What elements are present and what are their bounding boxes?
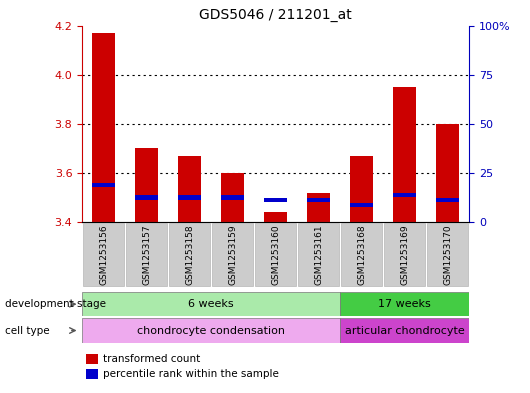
- Text: 6 weeks: 6 weeks: [188, 299, 234, 309]
- Bar: [135, 148, 158, 222]
- Bar: [264, 212, 287, 222]
- Text: GSM1253168: GSM1253168: [357, 224, 366, 285]
- FancyBboxPatch shape: [341, 223, 382, 286]
- FancyBboxPatch shape: [340, 318, 469, 343]
- Bar: [221, 195, 244, 200]
- Bar: [436, 124, 460, 222]
- Text: GSM1253158: GSM1253158: [185, 224, 194, 285]
- Bar: [178, 195, 201, 200]
- Bar: [350, 203, 374, 207]
- Text: 17 weeks: 17 weeks: [378, 299, 431, 309]
- FancyBboxPatch shape: [212, 223, 253, 286]
- FancyBboxPatch shape: [427, 223, 468, 286]
- Text: GSM1253157: GSM1253157: [142, 224, 151, 285]
- Text: GSM1253170: GSM1253170: [443, 224, 452, 285]
- FancyBboxPatch shape: [384, 223, 425, 286]
- Bar: [436, 198, 460, 202]
- FancyBboxPatch shape: [298, 223, 339, 286]
- Text: transformed count: transformed count: [103, 354, 201, 364]
- Text: chondrocyte condensation: chondrocyte condensation: [137, 325, 285, 336]
- FancyBboxPatch shape: [82, 318, 340, 343]
- Text: GSM1253160: GSM1253160: [271, 224, 280, 285]
- FancyBboxPatch shape: [83, 223, 124, 286]
- Text: GSM1253156: GSM1253156: [99, 224, 108, 285]
- FancyBboxPatch shape: [255, 223, 296, 286]
- Text: cell type: cell type: [5, 325, 50, 336]
- FancyBboxPatch shape: [169, 223, 210, 286]
- Bar: [92, 33, 116, 222]
- Text: development stage: development stage: [5, 299, 107, 309]
- FancyBboxPatch shape: [126, 223, 167, 286]
- Bar: [92, 183, 116, 187]
- Bar: [307, 198, 330, 202]
- Title: GDS5046 / 211201_at: GDS5046 / 211201_at: [199, 8, 352, 22]
- Bar: [86, 354, 98, 364]
- Text: GSM1253161: GSM1253161: [314, 224, 323, 285]
- Bar: [221, 173, 244, 222]
- Bar: [178, 156, 201, 222]
- Bar: [135, 195, 158, 200]
- FancyBboxPatch shape: [340, 292, 469, 316]
- Text: GSM1253169: GSM1253169: [400, 224, 409, 285]
- Text: percentile rank within the sample: percentile rank within the sample: [103, 369, 279, 379]
- Bar: [350, 156, 374, 222]
- Text: GSM1253159: GSM1253159: [228, 224, 237, 285]
- Bar: [393, 193, 417, 197]
- FancyBboxPatch shape: [82, 292, 340, 316]
- Bar: [86, 369, 98, 379]
- Bar: [307, 193, 330, 222]
- Bar: [393, 87, 417, 222]
- Bar: [264, 198, 287, 202]
- Text: articular chondrocyte: articular chondrocyte: [344, 325, 464, 336]
